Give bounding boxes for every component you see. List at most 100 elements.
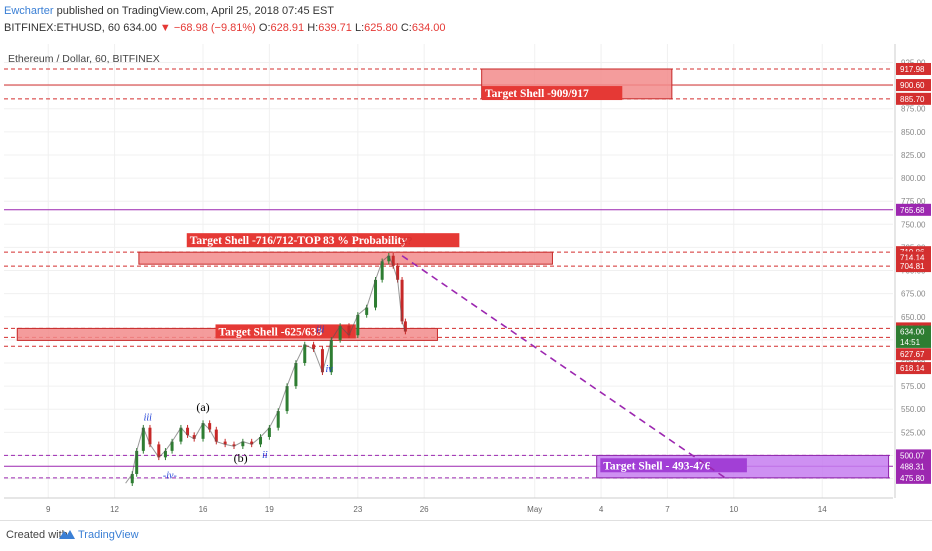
zone-label-bg: [186, 233, 460, 248]
candle-body: [285, 386, 289, 412]
candle-body: [320, 349, 324, 373]
high-value: 639.71: [318, 22, 352, 34]
wave-label: -iv-: [163, 471, 177, 482]
x-tick-label: 23: [353, 505, 362, 514]
close-label: C:: [400, 22, 412, 34]
y-tick-label: 575.00: [901, 382, 926, 391]
target-zones: Target Shell -909/917 Target Shell -716/7…: [16, 68, 890, 479]
candle-body: [157, 444, 161, 458]
candle-body: [135, 450, 139, 474]
price-tag-label: 634.00: [900, 328, 925, 337]
y-tick-label: 825.00: [901, 151, 926, 160]
x-tick-label: 19: [265, 505, 274, 514]
footer: Created with TradingView: [0, 520, 932, 551]
low-label: L:: [354, 22, 365, 34]
time-axis: 9 12 16 19 23 26 May 4 7 10 14: [4, 497, 893, 514]
wave-label: (a): [196, 400, 209, 414]
x-tick-label: 16: [199, 505, 208, 514]
y-tick-label: 525.00: [901, 428, 926, 437]
target-zone[interactable]: [138, 251, 553, 265]
candle-body: [347, 326, 351, 336]
y-tick-label: 675.00: [901, 290, 926, 299]
price-tag-label: 500.07: [900, 451, 925, 460]
price-tag-label: 885.70: [900, 95, 925, 104]
open-label: O:: [258, 22, 271, 34]
candle-body: [356, 314, 360, 336]
zone-label: Target Shell - 493-476: [603, 460, 710, 472]
candle-body: [241, 441, 245, 447]
price-tag-label: 900.60: [900, 81, 925, 90]
publish-line: Ewcharter published on TradingView.com, …: [4, 5, 334, 17]
candle-body: [396, 265, 400, 280]
price-tag: [896, 335, 931, 348]
price-tag-label: 765.68: [900, 206, 925, 215]
price-tag: [896, 325, 931, 338]
y-tick-label: 550.00: [901, 405, 926, 414]
wave-label: 4?: [401, 234, 412, 248]
chart-legend: Ethereum / Dollar, 60, BITFINEX: [8, 53, 160, 65]
x-tick-label: 9: [46, 505, 51, 514]
x-tick-label: 7: [665, 505, 670, 514]
price-tag-label: 488.31: [900, 462, 925, 471]
candle-body: [294, 363, 298, 387]
candle-body: [201, 423, 205, 439]
candle-body: [259, 436, 263, 445]
x-tick-label: May: [527, 505, 542, 514]
price-tag: [896, 92, 931, 105]
price-axis: 475.00500.00525.00550.00575.00600.00625.…: [894, 44, 932, 498]
price-tag-label: 475.80: [900, 474, 925, 483]
ohlc-line: BITFINEX:ETHUSD, 60 634.00 ▼ −68.98 (−9.…: [4, 22, 446, 34]
zone-label: Target Shell -625/633: [219, 326, 323, 338]
open-value: 628.91: [270, 22, 305, 34]
candle-body: [214, 429, 218, 442]
x-tick-label: 10: [729, 505, 738, 514]
price-tag-label: 704.81: [900, 262, 925, 271]
candle-body: [338, 326, 342, 340]
y-tick-label: 875.00: [901, 105, 926, 114]
wave-label: iii: [316, 324, 325, 335]
price-tag: [896, 203, 931, 216]
candle-body: [267, 427, 271, 437]
candle-body: [208, 423, 212, 430]
created-with-label: Created with: [6, 529, 68, 541]
symbol-label: BITFINEX:ETHUSD, 60: [4, 22, 121, 34]
candle-body: [276, 411, 280, 428]
low-value: 625.80: [364, 22, 398, 34]
y-tick-label: 650.00: [901, 313, 926, 322]
horizontal-levels: [4, 68, 893, 479]
zone-label: Target Shell -909/917: [485, 88, 589, 100]
zone-label-bg: [481, 86, 623, 101]
candle-body: [163, 450, 167, 458]
author-link[interactable]: Ewcharter: [4, 5, 54, 17]
wave-label: iv: [325, 364, 333, 375]
price-tag: [896, 79, 931, 92]
price-tag-label: 917.98: [900, 65, 925, 74]
price-line: [125, 254, 406, 484]
candle-body: [148, 427, 152, 445]
close-value: 634.00: [411, 22, 446, 34]
candle-body: [192, 435, 196, 439]
published-text: published on TradingView.com, April 25, …: [56, 5, 335, 17]
zone-label-bg: [215, 324, 356, 339]
candle-body: [400, 279, 404, 322]
x-tick-label: 4: [599, 505, 604, 514]
price-chart[interactable]: Target Shell -909/917 Target Shell -716/7…: [0, 44, 932, 520]
x-tick-label: 14: [818, 505, 827, 514]
price-tag: [896, 62, 931, 75]
chart-grid: [4, 44, 893, 498]
tradingview-brand[interactable]: TradingView: [78, 529, 139, 541]
candle-body: [250, 441, 254, 445]
candle-body: [380, 261, 384, 280]
price-tag: [896, 471, 931, 484]
x-tick-label: 26: [420, 505, 429, 514]
candle-body: [232, 444, 236, 447]
tradingview-logo-icon: [59, 530, 75, 539]
price-tag: [896, 362, 931, 375]
price-tag: [896, 260, 931, 273]
high-label: H:: [307, 22, 319, 34]
price-tag: [896, 449, 931, 462]
candle-body: [223, 441, 227, 445]
price-series: [125, 252, 407, 486]
y-tick-label: 775.00: [901, 197, 926, 206]
